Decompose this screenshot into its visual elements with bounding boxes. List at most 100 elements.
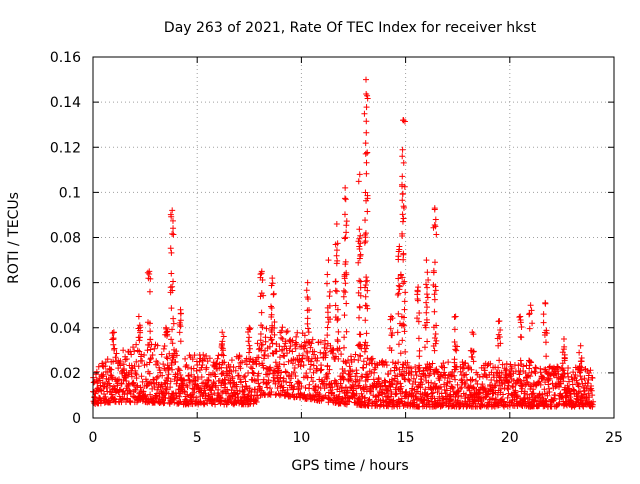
data-point [544, 392, 551, 399]
data-point [164, 355, 171, 362]
data-point [498, 369, 505, 376]
data-point [497, 327, 504, 334]
x-tick-label: 25 [605, 430, 623, 446]
data-point [572, 371, 579, 378]
data-point [257, 331, 264, 338]
data-point [454, 381, 461, 388]
data-point [551, 395, 558, 402]
data-point [97, 400, 104, 407]
data-point [167, 378, 174, 385]
data-point [220, 347, 227, 354]
data-point [586, 370, 593, 377]
y-tick-label: 0.12 [50, 140, 81, 156]
data-point [512, 389, 519, 396]
data-point [291, 364, 298, 371]
data-point [381, 390, 388, 397]
data-point [247, 325, 254, 332]
data-point [119, 367, 126, 374]
data-point [503, 360, 510, 367]
data-point [341, 334, 348, 341]
data-point [364, 277, 371, 284]
data-point [332, 287, 339, 294]
data-point [424, 269, 431, 276]
data-point [350, 391, 357, 398]
data-point [504, 394, 511, 401]
data-point [257, 293, 264, 300]
data-point [400, 321, 407, 328]
data-point [308, 340, 315, 347]
data-point [589, 392, 596, 399]
data-point [168, 305, 175, 312]
data-point [130, 381, 137, 388]
data-point [228, 368, 235, 375]
data-point [356, 171, 363, 178]
data-point [389, 381, 396, 388]
data-point [356, 277, 363, 284]
data-point [362, 317, 369, 324]
data-point [285, 358, 292, 365]
data-point [395, 310, 402, 317]
data-point [326, 366, 333, 373]
data-point [281, 353, 288, 360]
data-point [364, 95, 371, 102]
data-point [298, 383, 305, 390]
data-point [135, 363, 142, 370]
data-point [257, 337, 264, 344]
data-point [379, 391, 386, 398]
data-point [304, 279, 311, 286]
data-point [537, 381, 544, 388]
data-point [136, 334, 143, 341]
data-point [329, 350, 336, 357]
data-point [539, 391, 546, 398]
data-point [293, 333, 300, 340]
data-point [125, 381, 132, 388]
data-point [123, 355, 130, 362]
data-point [126, 398, 133, 405]
data-point [418, 376, 425, 383]
data-point [332, 278, 339, 285]
data-point [126, 387, 133, 394]
grid-lines [93, 57, 614, 418]
data-point [386, 345, 393, 352]
data-point [111, 385, 118, 392]
data-point [469, 329, 476, 336]
data-point [167, 289, 174, 296]
data-point [516, 371, 523, 378]
data-point [311, 348, 318, 355]
x-tick-label: 10 [292, 430, 310, 446]
data-point [476, 374, 483, 381]
data-point [579, 395, 586, 402]
data-point [147, 391, 154, 398]
data-point [169, 326, 176, 333]
data-point [542, 299, 549, 306]
data-point [362, 217, 369, 224]
data-point [403, 388, 410, 395]
data-point [400, 215, 407, 222]
data-point [343, 328, 350, 335]
data-point [402, 289, 409, 296]
data-point [321, 378, 328, 385]
data-point [333, 260, 340, 267]
data-point [247, 364, 254, 371]
data-point [363, 118, 370, 125]
data-point [362, 284, 368, 291]
x-tick-label: 15 [397, 430, 415, 446]
data-point [170, 225, 177, 232]
data-point [271, 325, 278, 332]
data-point [131, 394, 138, 401]
data-point [310, 378, 317, 385]
data-point [416, 309, 423, 316]
data-point [509, 383, 516, 390]
data-point [268, 311, 275, 318]
data-point [507, 373, 514, 380]
data-point [364, 149, 371, 156]
data-point [340, 287, 347, 294]
data-point [402, 348, 409, 355]
data-point [431, 291, 438, 298]
data-point [246, 324, 253, 331]
data-point [431, 296, 438, 303]
data-point [149, 352, 156, 359]
data-point [516, 376, 523, 383]
data-point [336, 388, 343, 395]
data-point [399, 146, 406, 153]
